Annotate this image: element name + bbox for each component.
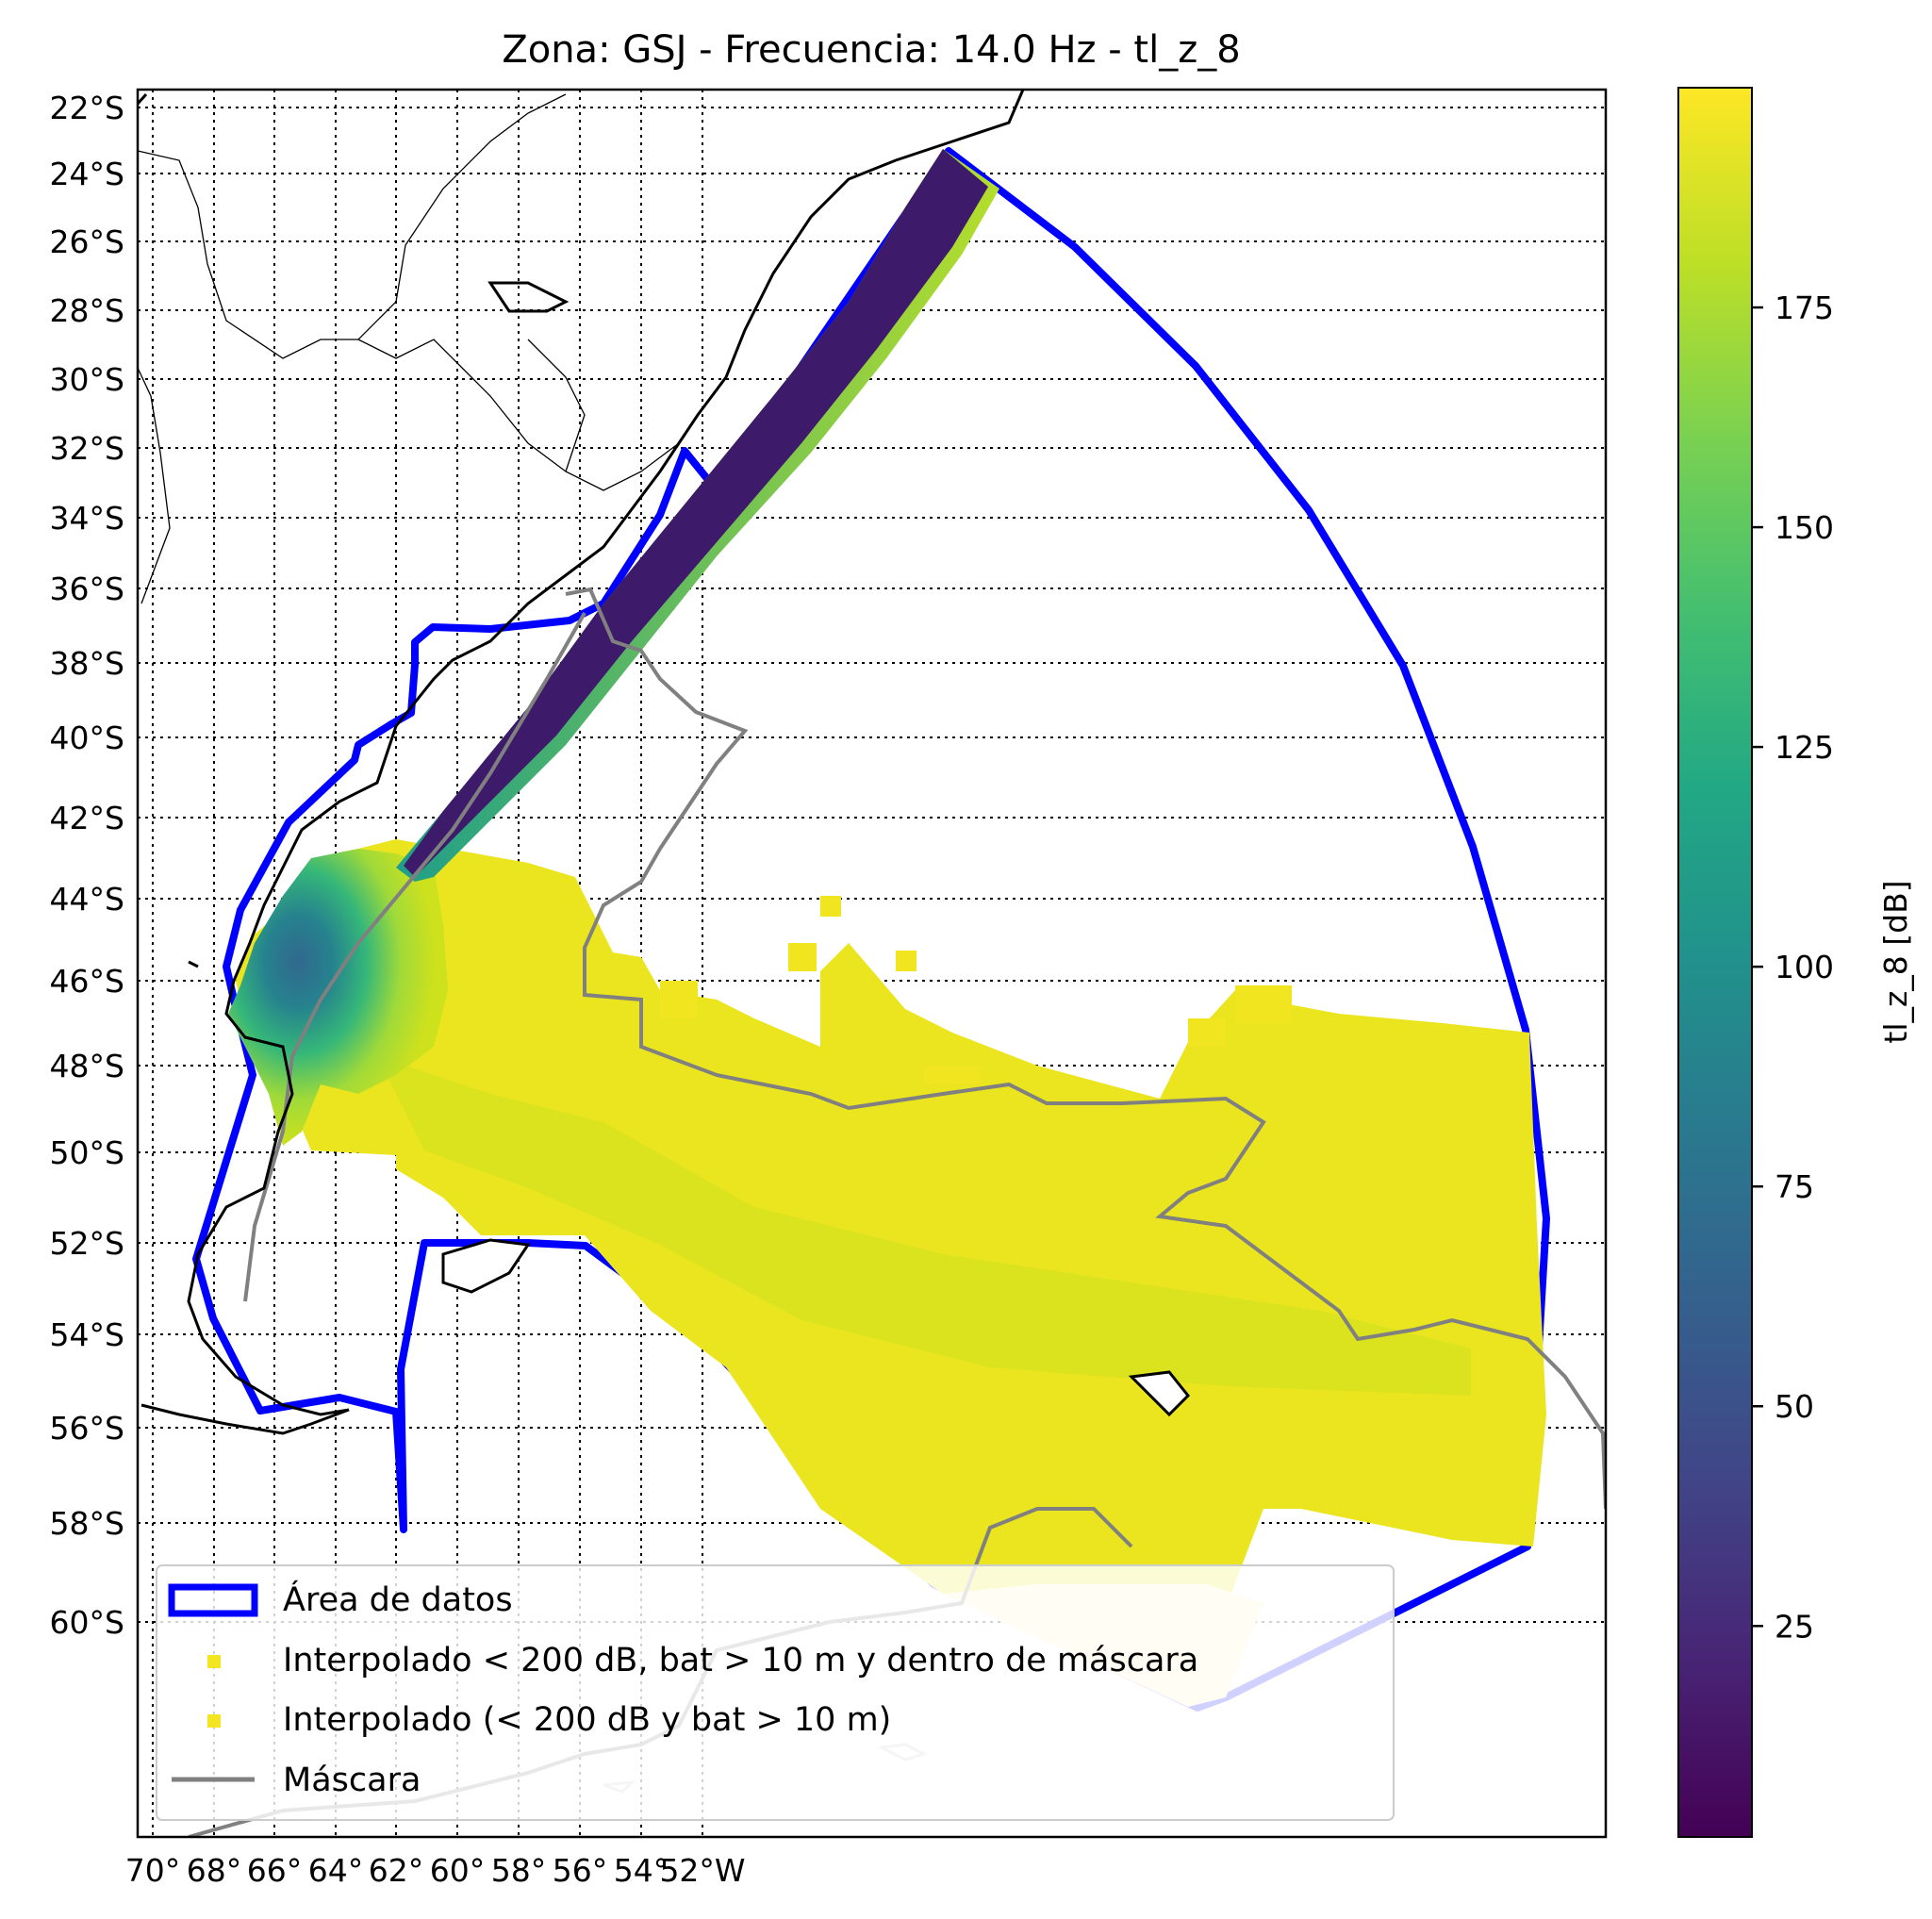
legend-label-data-area: Área de datos <box>283 1580 513 1619</box>
colorbar: 25 50 75 100 125 150 175 tl_z_8 [dB] <box>1677 87 1914 1838</box>
lat-tick-label: 28°S <box>50 292 124 329</box>
latitude-labels: 22°S 24°S 26°S 28°S 30°S 32°S 34°S 36°S 38°S 40°S… <box>50 90 124 1641</box>
legend-swatch-interp-mask <box>207 1655 221 1668</box>
colorbar-gradient <box>1677 87 1753 1838</box>
lon-tick-label: 58° <box>491 1852 547 1889</box>
lat-tick-label: 26°S <box>50 223 124 260</box>
legend-swatch-data-area <box>168 1583 258 1617</box>
colorbar-tick-label: 100 <box>1775 949 1834 985</box>
legend-label-interp: Interpolado (< 200 dB y bat > 10 m) <box>283 1701 891 1739</box>
lon-tick-label: 52°W <box>659 1852 745 1889</box>
channel-core <box>404 149 988 877</box>
colorbar-tick-label: 50 <box>1775 1388 1814 1425</box>
lat-tick-label: 60°S <box>50 1604 124 1641</box>
colorbar-label: tl_z_8 [dB] <box>1877 880 1914 1043</box>
lat-tick-label: 40°S <box>50 720 124 756</box>
lat-tick-label: 30°S <box>50 361 124 398</box>
lat-tick-label: 42°S <box>50 800 124 836</box>
lat-tick-label: 46°S <box>50 963 124 1000</box>
legend-swatch-interp <box>207 1714 221 1728</box>
lat-tick-label: 36°S <box>50 571 124 607</box>
lon-tick-label: 56° <box>553 1852 608 1889</box>
colorbar-tick-label: 25 <box>1775 1608 1814 1645</box>
colorbar-tick-label: 75 <box>1775 1168 1814 1205</box>
lat-tick-label: 34°S <box>50 500 124 537</box>
legend-box <box>156 1564 1395 1821</box>
interpolated-field-mid <box>377 1056 1471 1396</box>
lon-tick-label: 60° <box>430 1852 486 1889</box>
lon-tick-label: 70° <box>125 1852 181 1889</box>
map-frame <box>136 88 1608 1839</box>
lon-tick-label: 62° <box>369 1852 424 1889</box>
colorbar-tick-label: 175 <box>1775 290 1834 326</box>
lat-tick-label: 52°S <box>50 1225 124 1262</box>
legend-label-interp-mask: Interpolado < 200 dB, bat > 10 m y dentr… <box>283 1642 1198 1679</box>
interpolated-patches <box>660 896 1292 1084</box>
lon-tick-label: 54° <box>614 1852 669 1889</box>
legend: Área de datos Interpolado < 200 dB, bat … <box>156 1564 1395 1821</box>
lat-tick-label: 32°S <box>50 430 124 467</box>
legend-label-mask: Máscara <box>283 1762 421 1799</box>
colorbar-ticks: 25 50 75 100 125 150 175 <box>1752 290 1834 1645</box>
lat-tick-label: 44°S <box>50 881 124 918</box>
lat-tick-label: 38°S <box>50 645 124 682</box>
lat-tick-label: 22°S <box>50 90 124 126</box>
lon-tick-label: 68° <box>187 1852 242 1889</box>
longitude-labels: 70° 68° 66° 64° 62° 60° 58° 56° 54°52°W <box>125 1852 746 1889</box>
lat-tick-label: 50°S <box>50 1134 124 1171</box>
mask-outline <box>565 587 1606 1510</box>
lat-tick-label: 58°S <box>50 1505 124 1542</box>
colorbar-tick-label: 150 <box>1775 509 1834 546</box>
colorbar-tick-label: 125 <box>1775 729 1834 766</box>
lat-tick-label: 24°S <box>50 156 124 192</box>
coastlines <box>138 90 1191 1435</box>
lat-tick-label: 48°S <box>50 1048 124 1084</box>
map-title: Zona: GSJ - Frecuencia: 14.0 Hz - tl_z_8 <box>502 28 1240 72</box>
mask-outline-west <box>243 612 586 1302</box>
lat-tick-label: 56°S <box>50 1410 124 1447</box>
country-borders <box>138 93 680 604</box>
hotspot-field <box>228 849 448 1146</box>
lat-tick-label: 54°S <box>50 1316 124 1353</box>
data-area-outline <box>192 147 1550 1712</box>
lon-tick-label: 66° <box>247 1852 303 1889</box>
map-axes <box>138 90 1606 1837</box>
lon-tick-label: 64° <box>308 1852 364 1889</box>
